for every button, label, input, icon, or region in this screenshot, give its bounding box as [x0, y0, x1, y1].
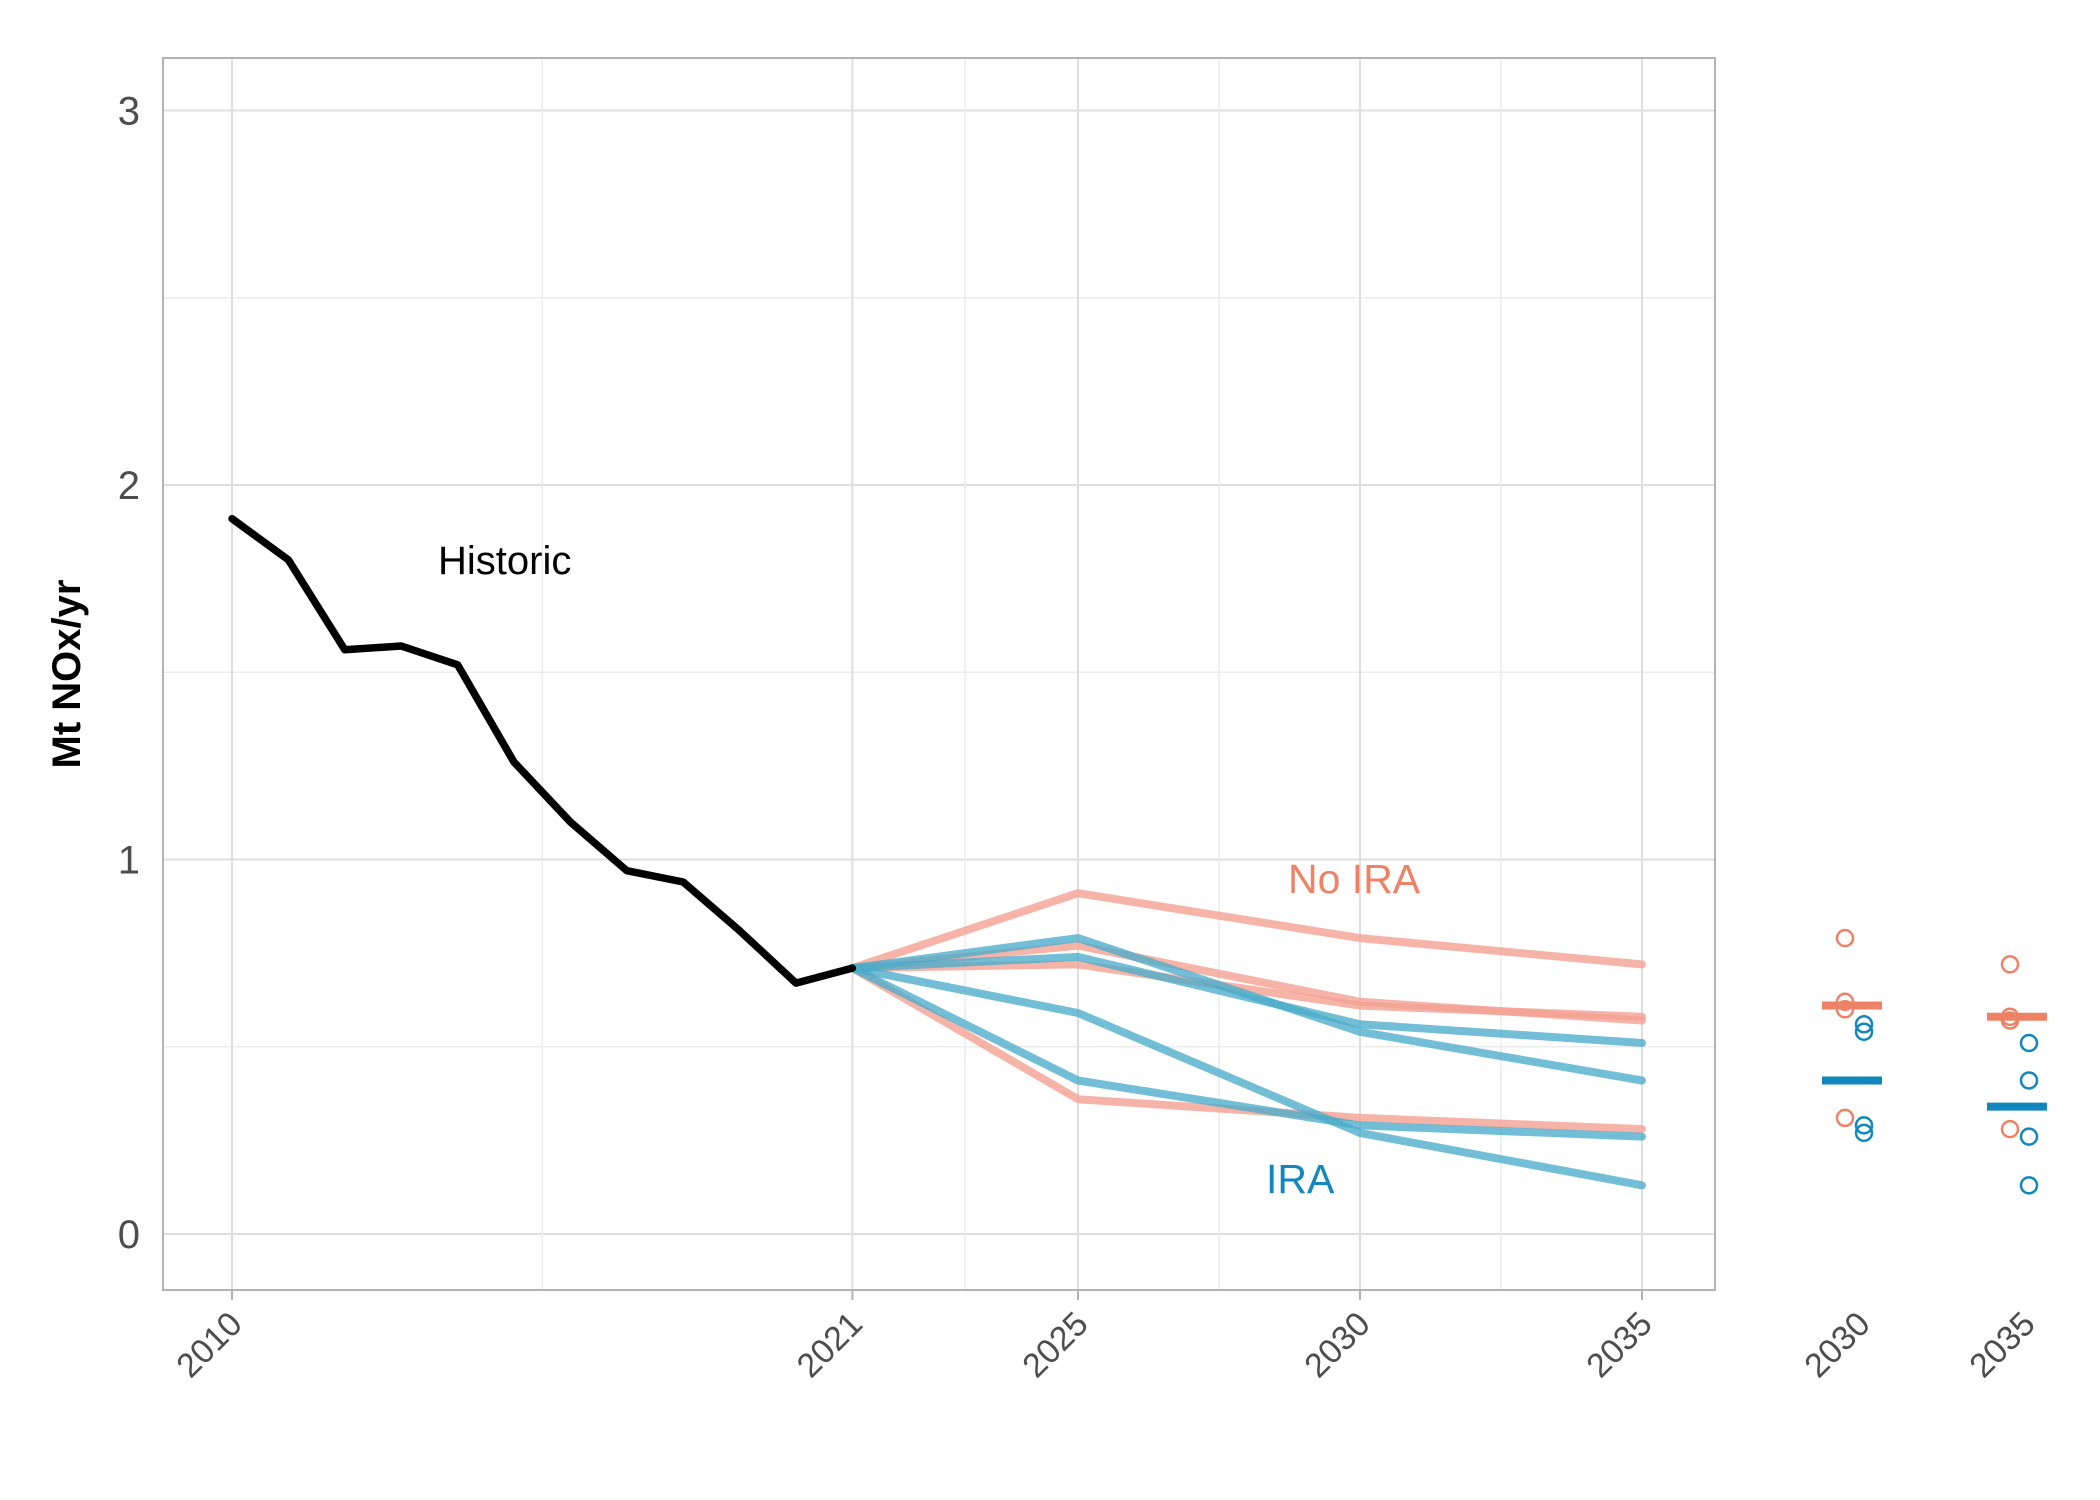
historic-line: [228, 514, 857, 987]
ira-point: [1854, 1123, 1874, 1143]
y-tick-label: 0: [118, 1213, 140, 1257]
y-tick-label: 3: [118, 90, 140, 134]
y-tick-label: 2: [118, 464, 140, 508]
historic-label: Historic: [438, 539, 571, 583]
y-tick-label: 1: [118, 839, 140, 883]
series-lines: [228, 514, 1646, 1190]
no-ira-point: [1835, 1108, 1855, 1128]
ira-line: [848, 964, 1646, 1141]
ira-point: [1854, 1015, 1874, 1034]
ira-point: [2019, 1033, 2039, 1053]
ira-point: [2019, 1071, 2039, 1090]
ira-line: [848, 952, 1646, 1047]
no-ira-point: [1835, 928, 1855, 948]
series-labels: Historic No IRA IRA: [438, 539, 1421, 1202]
y-axis-title: Mt NOx/yr: [45, 580, 89, 769]
no-ira-point: [2000, 1119, 2020, 1139]
plot-border: [162, 57, 1716, 1291]
ira-point: [1854, 1116, 1874, 1135]
no-ira-point: [2000, 955, 2020, 974]
ira-line: [848, 964, 1646, 1190]
no-ira-line: [848, 964, 1646, 1134]
ira-line: [848, 934, 1646, 1085]
grid: [163, 58, 1715, 1290]
y-axis: 0 1 2 3: [118, 90, 140, 1258]
no-ira-label: No IRA: [1288, 856, 1421, 902]
ira-point: [2019, 1127, 2039, 1146]
ira-point: [1854, 1022, 1874, 1042]
ira-point: [2019, 1176, 2039, 1195]
no-ira-line: [848, 889, 1646, 973]
ira-label: IRA: [1266, 1156, 1335, 1202]
